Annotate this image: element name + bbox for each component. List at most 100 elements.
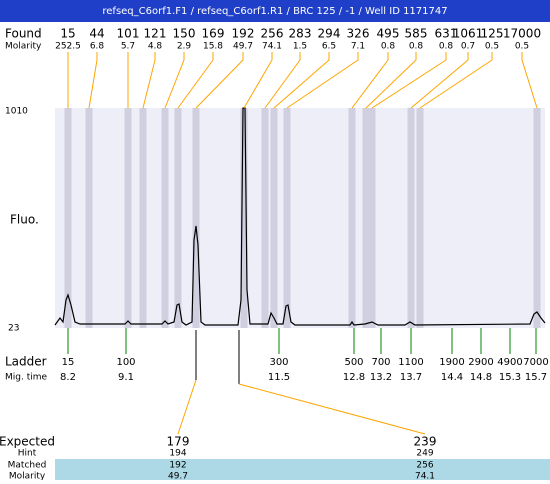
y-max: 1010 [5,107,28,117]
title-bar [0,0,550,22]
trace [54,107,546,326]
ladder-time: 8.2 [60,372,76,383]
plot-area [55,108,545,328]
title: refseq_C6orf1.F1 / refseq_C6orf1.R1 / BR… [102,6,447,17]
ladder-time: 12.8 [343,372,365,383]
found-size: 294 [318,27,341,41]
found-molarity: 0.5 [485,42,499,52]
expected-row-label: Molarity [9,472,46,481]
expected-matched: 192 [169,461,186,471]
ladder-time: 13.7 [400,372,422,383]
peak-band [174,108,182,328]
peak-band [192,108,200,328]
peak-band [270,108,278,328]
peak-link [164,52,185,109]
peak-band [533,108,541,328]
peak-band [124,108,132,328]
found-size: 495 [377,27,400,41]
peak-band [283,108,291,328]
found-molarity: 6.8 [90,42,105,52]
peak-link [410,52,469,109]
ladder-size: 15 [62,357,75,368]
found-molarity: 0.8 [439,42,454,52]
peak-band [85,108,93,328]
peak-link [286,52,359,109]
ladder-size: 1100 [398,357,423,368]
peak-band [368,108,376,328]
ladder-time: 11.5 [268,372,290,383]
found-size: 1061 [453,27,484,41]
expected-row-label: Hint [18,449,37,459]
ladder-size: 1900 [439,357,464,368]
found-size: 192 [232,27,255,41]
found-molarity: 5.7 [121,42,135,52]
ladder-time: 14.8 [470,372,492,383]
expected-row-label: Matched [8,461,47,471]
ladder-time: 14.4 [441,372,463,383]
peak-link [88,52,98,109]
found-molarity: 15.8 [203,42,223,52]
found-size: 631 [435,27,458,41]
expected-expected: 239 [414,435,437,449]
ladder-size: 2900 [468,357,493,368]
peak-band [348,108,356,328]
found-size: 283 [289,27,312,41]
found-size: 44 [89,27,104,41]
found-size: 150 [173,27,196,41]
peak-link [371,52,447,109]
molarity-label: Molarity [5,42,42,52]
peak-band [139,108,147,328]
peak-band [416,108,424,328]
found-size: 101 [117,27,140,41]
peak-link [351,52,389,109]
expected-hint: 194 [169,449,186,459]
found-size: 585 [405,27,428,41]
ladder-label: Ladder [5,355,47,369]
found-size: 17000 [503,27,541,41]
found-molarity: 7.1 [351,42,365,52]
expected-row-label: Expected [0,435,55,449]
expected-link [238,383,426,435]
peak-band [240,108,248,328]
found-molarity: 4.8 [148,42,163,52]
expected-link [177,379,197,435]
peak-band [261,108,269,328]
found-molarity: 1.5 [293,42,307,52]
ladder-time: 13.2 [370,372,392,383]
found-size: 15 [60,27,75,41]
peak-link [243,52,273,109]
expected-hint: 249 [416,449,433,459]
peak-link [273,52,330,109]
peak-band [407,108,415,328]
y-min: 23 [8,324,19,334]
found-molarity: 252.5 [55,42,81,52]
expected-molarity: 49.7 [168,472,188,481]
y-label: Fluo. [10,213,39,227]
expected-matched: 256 [416,461,433,471]
found-label: Found [5,27,42,41]
found-size: 169 [202,27,225,41]
found-molarity: 74.1 [262,42,282,52]
found-size: 326 [347,27,370,41]
peak-link [195,52,244,109]
ladder-time: 15.3 [499,372,521,383]
peak-band [64,108,72,328]
ladder-size: 300 [269,357,288,368]
ladder-size: 500 [344,357,363,368]
found-molarity: 0.5 [515,42,529,52]
peak-link [365,52,417,109]
ladder-size: 4900 [497,357,522,368]
peak-link [521,52,538,109]
peak-link [177,52,214,109]
found-molarity: 6.5 [322,42,336,52]
ladder-size: 7000 [523,357,548,368]
peak-link [419,52,493,109]
ladder-time: 15.7 [525,372,547,383]
expected-molarity: 74.1 [415,472,435,481]
found-molarity: 0.8 [381,42,396,52]
ladder-size: 100 [116,357,135,368]
ladder-size: 700 [371,357,390,368]
peak-band [161,108,169,328]
matched-band [55,459,550,480]
